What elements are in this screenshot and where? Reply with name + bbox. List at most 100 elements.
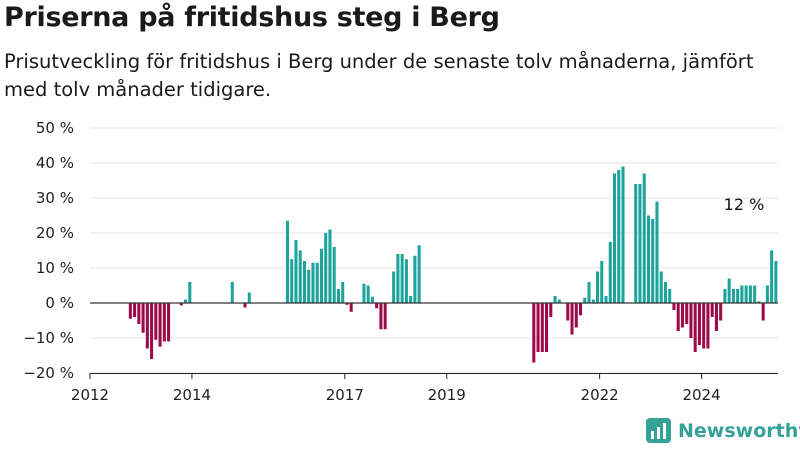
bar xyxy=(765,285,769,303)
bar xyxy=(230,282,234,303)
bar xyxy=(655,201,659,303)
bar xyxy=(646,215,650,303)
bar xyxy=(545,303,549,352)
bar xyxy=(723,289,727,303)
bar xyxy=(332,247,336,303)
y-tick-label: 10 % xyxy=(36,259,74,277)
x-tick-label: 2017 xyxy=(326,386,364,404)
bar xyxy=(243,303,247,308)
bar xyxy=(608,241,612,303)
bar xyxy=(540,303,544,352)
y-tick-label: 50 % xyxy=(36,119,74,137)
bar xyxy=(294,240,298,303)
bar xyxy=(583,297,587,303)
bar xyxy=(659,271,663,303)
bar xyxy=(302,261,306,303)
bar xyxy=(375,303,379,309)
x-axis-ticks: 2012 2014 2017 2019 2022 2024 xyxy=(71,373,721,404)
bar xyxy=(591,299,595,303)
x-tick-label: 2024 xyxy=(682,386,720,404)
bar xyxy=(290,259,294,303)
bar xyxy=(141,303,145,333)
x-tick-label: 2014 xyxy=(173,386,211,404)
bar xyxy=(315,262,319,303)
bar xyxy=(409,296,413,303)
newsworthy-logo[interactable]: Newsworthy xyxy=(646,418,800,443)
chart-title: Priserna på fritidshus steg i Berg xyxy=(4,2,500,33)
bar xyxy=(757,301,761,303)
bar xyxy=(634,184,638,303)
bar xyxy=(753,285,757,303)
bar xyxy=(379,303,383,330)
bar xyxy=(383,303,387,330)
bar xyxy=(400,254,404,303)
bar xyxy=(651,219,655,303)
bar xyxy=(392,271,396,303)
bar xyxy=(349,303,353,312)
bar xyxy=(744,285,748,303)
bar xyxy=(574,303,578,328)
bar xyxy=(162,303,166,342)
y-tick-label: 40 % xyxy=(36,154,74,172)
bar xyxy=(307,269,311,303)
bar xyxy=(719,303,723,321)
bar xyxy=(179,303,183,306)
bar xyxy=(549,303,553,317)
bar xyxy=(557,299,561,303)
bar xyxy=(710,303,714,317)
bar xyxy=(532,303,536,363)
chart-subtitle: Prisutveckling för fritidshus i Berg und… xyxy=(4,50,754,101)
bar xyxy=(158,303,162,347)
x-tick-label: 2019 xyxy=(428,386,466,404)
bar xyxy=(319,248,323,303)
bar xyxy=(133,303,137,317)
x-tick-label: 2012 xyxy=(71,386,109,404)
bar xyxy=(566,303,570,321)
bar xyxy=(774,261,778,303)
bar xyxy=(680,303,684,328)
y-axis-ticks: 50 % 40 % 30 % 20 % 10 % 0 % −10 % −20 % xyxy=(23,119,74,382)
bar xyxy=(638,184,642,303)
bar xyxy=(150,303,154,359)
bar xyxy=(247,292,251,303)
bar xyxy=(689,303,693,338)
bar xyxy=(714,303,718,331)
bar xyxy=(553,296,557,303)
y-tick-label: 30 % xyxy=(36,189,74,207)
bar xyxy=(761,303,765,321)
bar xyxy=(706,303,710,349)
bar xyxy=(668,289,672,303)
y-tick-label: −10 % xyxy=(23,329,74,347)
bar xyxy=(285,220,290,303)
bar xyxy=(366,285,370,303)
bar xyxy=(137,303,141,324)
bar xyxy=(413,255,417,303)
bar xyxy=(311,262,315,303)
bars xyxy=(128,166,778,363)
bar xyxy=(736,289,740,303)
bar xyxy=(328,229,332,303)
bar xyxy=(642,173,646,303)
bar xyxy=(167,303,171,342)
bar xyxy=(672,303,676,310)
bar xyxy=(370,296,374,303)
bar xyxy=(740,285,744,303)
bar xyxy=(345,303,349,305)
bar xyxy=(770,250,774,303)
bar xyxy=(579,303,583,316)
bar xyxy=(336,289,340,303)
bar xyxy=(404,259,408,303)
bar xyxy=(536,303,540,352)
bar xyxy=(612,173,617,303)
bar xyxy=(693,303,697,352)
bar xyxy=(324,233,328,303)
bar xyxy=(748,285,752,303)
bar xyxy=(396,254,400,303)
bar xyxy=(587,282,591,303)
bar xyxy=(595,271,600,303)
bar xyxy=(362,283,366,303)
bar xyxy=(617,170,621,303)
bar xyxy=(621,166,625,303)
bar xyxy=(188,282,192,303)
